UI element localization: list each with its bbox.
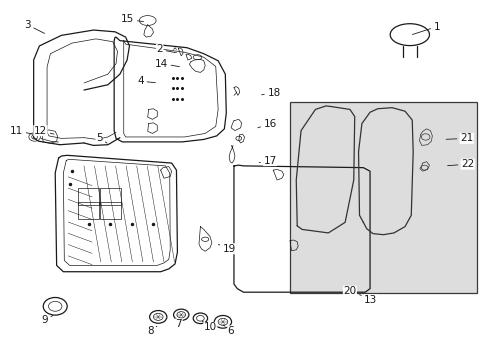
Bar [78,202,99,219]
Text: 15: 15 [121,14,143,24]
Text: 7: 7 [175,318,182,329]
Text: 8: 8 [146,326,157,336]
Text: 17: 17 [259,156,276,166]
Text: 20: 20 [343,286,356,296]
Text: 10: 10 [202,321,217,333]
Text: 1: 1 [412,22,440,35]
Bar [78,188,99,205]
Text: 19: 19 [218,244,236,254]
Bar [100,202,121,219]
Text: 5: 5 [96,133,107,143]
Text: 22: 22 [447,159,473,169]
Bar [289,102,476,293]
Text: 11: 11 [10,126,33,136]
Text: 12: 12 [34,126,54,136]
Text: 13: 13 [359,294,377,305]
Text: 18: 18 [261,87,280,98]
Text: 4: 4 [137,76,155,86]
Text: 21: 21 [445,133,472,143]
Text: 2: 2 [156,45,174,54]
Text: 6: 6 [223,325,234,336]
Text: 3: 3 [24,20,44,33]
Bar [100,188,121,205]
Text: 14: 14 [154,59,179,68]
Text: 9: 9 [41,315,53,325]
Text: 16: 16 [257,118,276,129]
